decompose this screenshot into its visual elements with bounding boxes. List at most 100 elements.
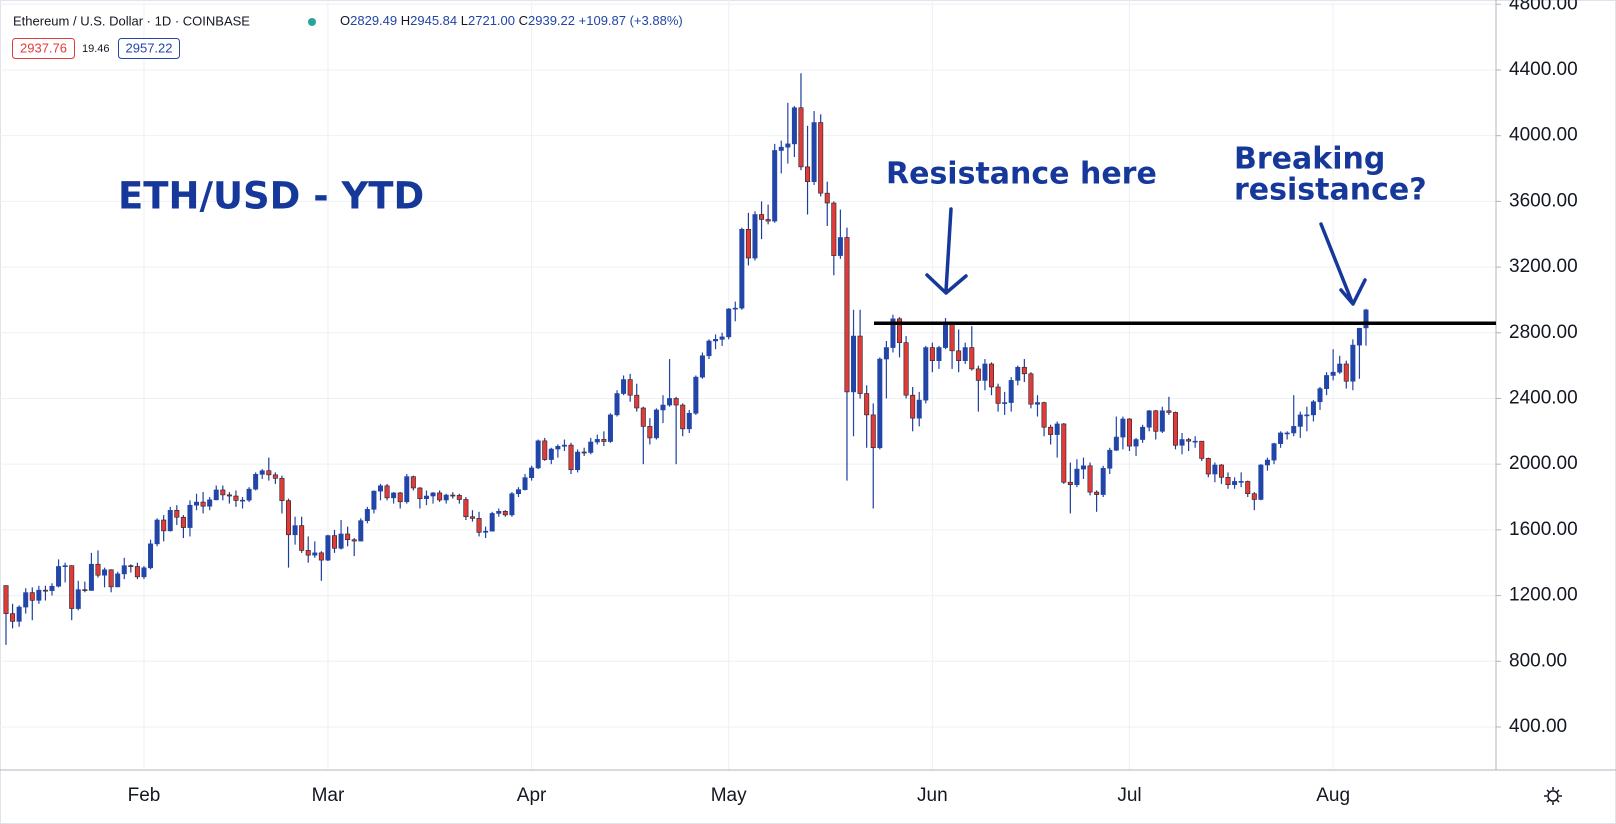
- candle-body: [1015, 366, 1021, 381]
- candle-body: [943, 322, 949, 348]
- settings-icon[interactable]: [1544, 787, 1562, 805]
- candle-body: [108, 569, 114, 588]
- candle-body: [890, 318, 896, 348]
- y-tick-label: 4400.00: [1509, 59, 1578, 80]
- candle-body: [82, 589, 88, 591]
- candle-body: [1113, 436, 1119, 451]
- candle-body: [180, 516, 186, 528]
- candle-body: [174, 510, 180, 518]
- ohlc-value: 2945.84: [410, 13, 457, 28]
- candle-body: [253, 474, 259, 490]
- candle-body: [1356, 328, 1362, 346]
- candle-body: [614, 393, 620, 416]
- candle-body: [338, 533, 344, 549]
- x-tick-label: Jun: [917, 785, 948, 806]
- x-tick-label: Apr: [517, 785, 547, 806]
- candle-body: [69, 565, 75, 609]
- candle-body: [88, 563, 94, 591]
- candle-body: [837, 237, 843, 256]
- candle-body: [384, 485, 390, 499]
- candle-body: [102, 569, 108, 576]
- candle-body: [141, 567, 147, 578]
- candle-body: [1140, 426, 1146, 440]
- candle-body: [417, 487, 423, 499]
- candle-body: [430, 492, 436, 497]
- candle-body: [818, 122, 824, 194]
- candle-body: [857, 335, 863, 394]
- candle-body: [161, 519, 167, 532]
- candle-body: [1166, 410, 1172, 413]
- candle-body: [404, 476, 410, 503]
- arrow: [925, 207, 968, 295]
- candle-body: [588, 441, 594, 453]
- candle-body: [1074, 468, 1080, 485]
- y-tick-label: 800.00: [1509, 650, 1567, 671]
- candle-body: [910, 394, 916, 419]
- candle-body: [121, 565, 127, 575]
- candle-body: [936, 347, 942, 361]
- candle-body: [279, 477, 285, 501]
- candle-body: [1094, 491, 1100, 495]
- candle-body: [1107, 449, 1113, 469]
- candle-body: [805, 166, 811, 182]
- candle-body: [331, 535, 337, 549]
- candle-body: [706, 340, 712, 357]
- candle-body: [555, 445, 561, 450]
- arrow: [1319, 222, 1367, 306]
- candle-body: [962, 347, 968, 361]
- annotation: resistance?: [1234, 173, 1427, 208]
- candle-body: [509, 493, 515, 516]
- candle-body: [128, 565, 134, 567]
- candle-body: [607, 414, 613, 442]
- candle-body: [1218, 464, 1224, 478]
- candle-body: [535, 440, 541, 469]
- annotation: Resistance here: [886, 157, 1157, 192]
- candle-body: [1317, 388, 1323, 403]
- candle-body: [345, 533, 351, 541]
- candle-body: [443, 494, 449, 501]
- candle-body: [483, 530, 489, 533]
- candle-body: [647, 426, 653, 439]
- candle-body: [1284, 432, 1290, 435]
- candle-body: [956, 350, 962, 361]
- candle-body: [1245, 481, 1251, 495]
- candle-body: [686, 412, 692, 430]
- candle-body: [1251, 493, 1257, 500]
- ask: 2957.22: [126, 40, 173, 55]
- candle-body: [667, 398, 673, 406]
- candle-body: [877, 358, 883, 449]
- candle-body: [1041, 402, 1047, 428]
- candle-body: [621, 379, 627, 394]
- grid: [0, 0, 1496, 770]
- candle-body: [1238, 481, 1244, 483]
- candle-body: [134, 566, 140, 578]
- candle-body: [220, 489, 226, 496]
- candle-body: [10, 613, 16, 622]
- candle-body: [272, 474, 278, 479]
- candle-body: [660, 404, 666, 411]
- candle-body: [456, 495, 462, 500]
- y-tick-label: 4800.00: [1509, 0, 1578, 14]
- candle-body: [3, 585, 9, 614]
- candle-body: [561, 444, 567, 447]
- candle-body: [233, 495, 239, 501]
- candle-body: [391, 492, 397, 499]
- candle-body: [351, 539, 357, 542]
- candle-body: [988, 363, 994, 388]
- candle-body: [187, 504, 193, 528]
- candle-body: [240, 499, 246, 502]
- candle-body: [1186, 439, 1192, 442]
- candle-body: [1343, 363, 1349, 382]
- candle-body: [1087, 465, 1093, 493]
- candle-body: [1324, 375, 1330, 389]
- candle-body: [1363, 309, 1369, 329]
- candle-body: [1126, 418, 1132, 447]
- candle-body: [529, 467, 535, 478]
- candle-body: [1080, 465, 1086, 470]
- candle-body: [397, 492, 403, 503]
- candle-body: [916, 399, 922, 419]
- candle-body: [1153, 410, 1159, 432]
- candle-body: [1100, 467, 1106, 495]
- candle-body: [325, 535, 331, 561]
